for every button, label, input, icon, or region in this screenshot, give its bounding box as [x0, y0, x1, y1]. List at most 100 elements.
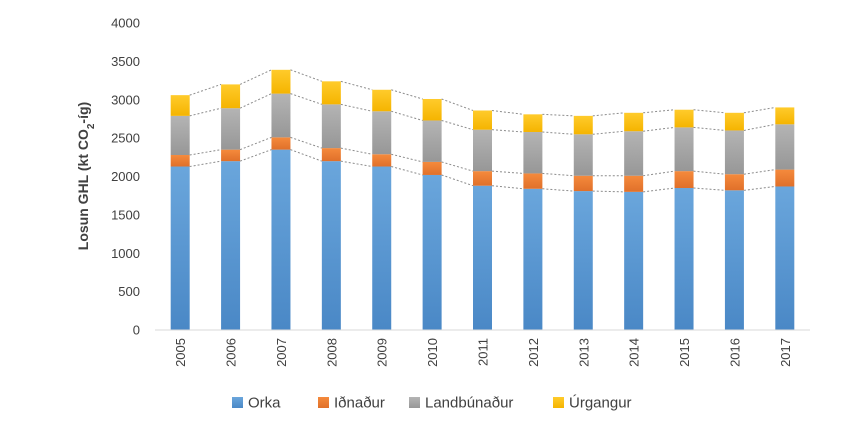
bar-segment-orka	[523, 188, 543, 330]
legend-item-orka: Orka	[232, 395, 281, 412]
y-axis-title: Losun GHL (kt CO2-íg)	[75, 102, 97, 250]
bar-stack-2008	[321, 81, 341, 330]
bar-segment-landbúnaður	[271, 93, 291, 138]
legend-swatch	[318, 397, 329, 408]
y-tick-label: 4000	[111, 16, 140, 31]
bar-segment-orka	[422, 174, 442, 330]
bar-segment-úrgangur	[321, 81, 341, 105]
y-axis-title-subscript: 2	[86, 123, 97, 129]
bar-segment-iðnaður	[170, 155, 190, 167]
y-tick-label: 0	[133, 323, 140, 338]
bar-segment-úrgangur	[523, 114, 543, 132]
bar-segment-landbúnaður	[775, 124, 795, 170]
x-tick-label: 2014	[627, 338, 642, 367]
bar-segment-orka	[372, 166, 392, 330]
connector-line-orka	[189, 149, 776, 193]
bar-segment-úrgangur	[221, 84, 241, 109]
x-tick-label: 2017	[778, 338, 793, 367]
legend-swatch	[409, 397, 420, 408]
x-tick-label: 2016	[727, 338, 742, 367]
x-tick-label: 2009	[375, 338, 390, 367]
bar-segment-úrgangur	[724, 112, 744, 131]
bar-stack-2017	[775, 107, 795, 330]
y-tick-label: 1000	[111, 246, 140, 261]
bar-segment-úrgangur	[422, 98, 442, 121]
legend-label: Landbúnaður	[425, 395, 513, 412]
bar-stack-2009	[372, 89, 392, 330]
bar-segment-iðnaður	[724, 174, 744, 191]
bar-segment-orka	[724, 190, 744, 330]
x-tick-label: 2006	[224, 338, 239, 367]
bar-segment-iðnaður	[473, 171, 492, 186]
y-tick-label: 3500	[111, 54, 140, 69]
bar-segment-landbúnaður	[573, 134, 593, 176]
bar-stack-2015	[674, 109, 694, 330]
x-axis-ticks: 2005 2006 2007 2008 2009 2010 2011 2012 2013 2014…	[173, 338, 793, 367]
bar-segment-orka	[473, 185, 492, 330]
bar-segment-úrgangur	[271, 69, 291, 94]
x-tick-label: 2007	[274, 338, 289, 367]
y-tick-label: 3000	[111, 92, 140, 107]
bar-segment-úrgangur	[573, 115, 593, 135]
x-tick-label: 2011	[476, 338, 491, 366]
y-tick-label: 2500	[111, 131, 140, 146]
bar-stack-2011	[473, 110, 492, 330]
bar-segment-orka	[321, 161, 341, 330]
x-tick-label: 2013	[576, 338, 591, 367]
bar-segment-úrgangur	[473, 110, 492, 130]
x-tick-label: 2005	[173, 338, 188, 367]
bar-segment-orka	[775, 186, 795, 330]
bar-segment-iðnaður	[573, 175, 593, 192]
x-tick-label: 2012	[526, 338, 541, 367]
bar-segment-iðnaður	[271, 137, 291, 150]
bar-segment-iðnaður	[674, 171, 694, 189]
bar-segment-úrgangur	[170, 95, 190, 116]
y-tick-label: 1500	[111, 207, 140, 222]
bar-stack-2012	[523, 114, 543, 330]
bar-stacks	[170, 69, 795, 330]
legend-swatch	[232, 397, 243, 408]
bar-segment-iðnaður	[624, 175, 644, 192]
y-tick-label: 500	[118, 284, 140, 299]
bar-segment-orka	[271, 149, 291, 330]
legend-item-landbúnaður: Landbúnaður	[409, 395, 513, 412]
bar-segment-landbúnaður	[372, 111, 392, 155]
bar-segment-landbúnaður	[321, 104, 341, 149]
bar-segment-iðnaður	[422, 161, 442, 175]
bar-segment-landbúnaður	[724, 130, 744, 175]
bar-segment-landbúnaður	[523, 131, 543, 174]
bar-stack-2016	[724, 112, 744, 330]
bar-segment-orka	[573, 191, 593, 330]
connector-line-iðnaður	[189, 136, 776, 177]
bar-segment-iðnaður	[221, 149, 241, 162]
bar-segment-úrgangur	[372, 89, 392, 112]
legend-label: Orka	[248, 395, 281, 412]
bar-stack-2007	[271, 69, 291, 330]
bar-segment-orka	[170, 166, 190, 330]
bar-segment-landbúnaður	[674, 127, 694, 172]
bar-segment-orka	[624, 191, 644, 330]
bar-segment-úrgangur	[775, 107, 795, 125]
bar-segment-orka	[221, 161, 241, 330]
x-tick-label: 2010	[425, 338, 440, 367]
bar-stack-2013	[573, 115, 593, 330]
bar-segment-úrgangur	[624, 112, 644, 132]
bar-segment-landbúnaður	[624, 131, 644, 176]
bar-stack-2005	[170, 95, 190, 330]
connector-line-landbúnaður	[189, 93, 776, 135]
legend: Orka Iðnaður Landbúnaður Úrgangur	[232, 395, 632, 412]
bar-segment-landbúnaður	[170, 115, 190, 156]
bar-stack-2006	[221, 84, 241, 330]
y-tick-label: 2000	[111, 169, 140, 184]
bar-segment-iðnaður	[372, 154, 392, 167]
legend-label: Úrgangur	[569, 395, 632, 412]
y-axis-title-main: Losun GHL (kt CO	[75, 129, 91, 250]
bar-stack-2014	[624, 112, 644, 330]
legend-swatch	[553, 397, 564, 408]
legend-label: Iðnaður	[334, 395, 385, 412]
legend-item-úrgangur: Úrgangur	[553, 395, 632, 412]
series-connector-lines	[189, 69, 776, 193]
bar-segment-orka	[674, 188, 694, 330]
connector-line-úrgangur	[189, 69, 776, 117]
